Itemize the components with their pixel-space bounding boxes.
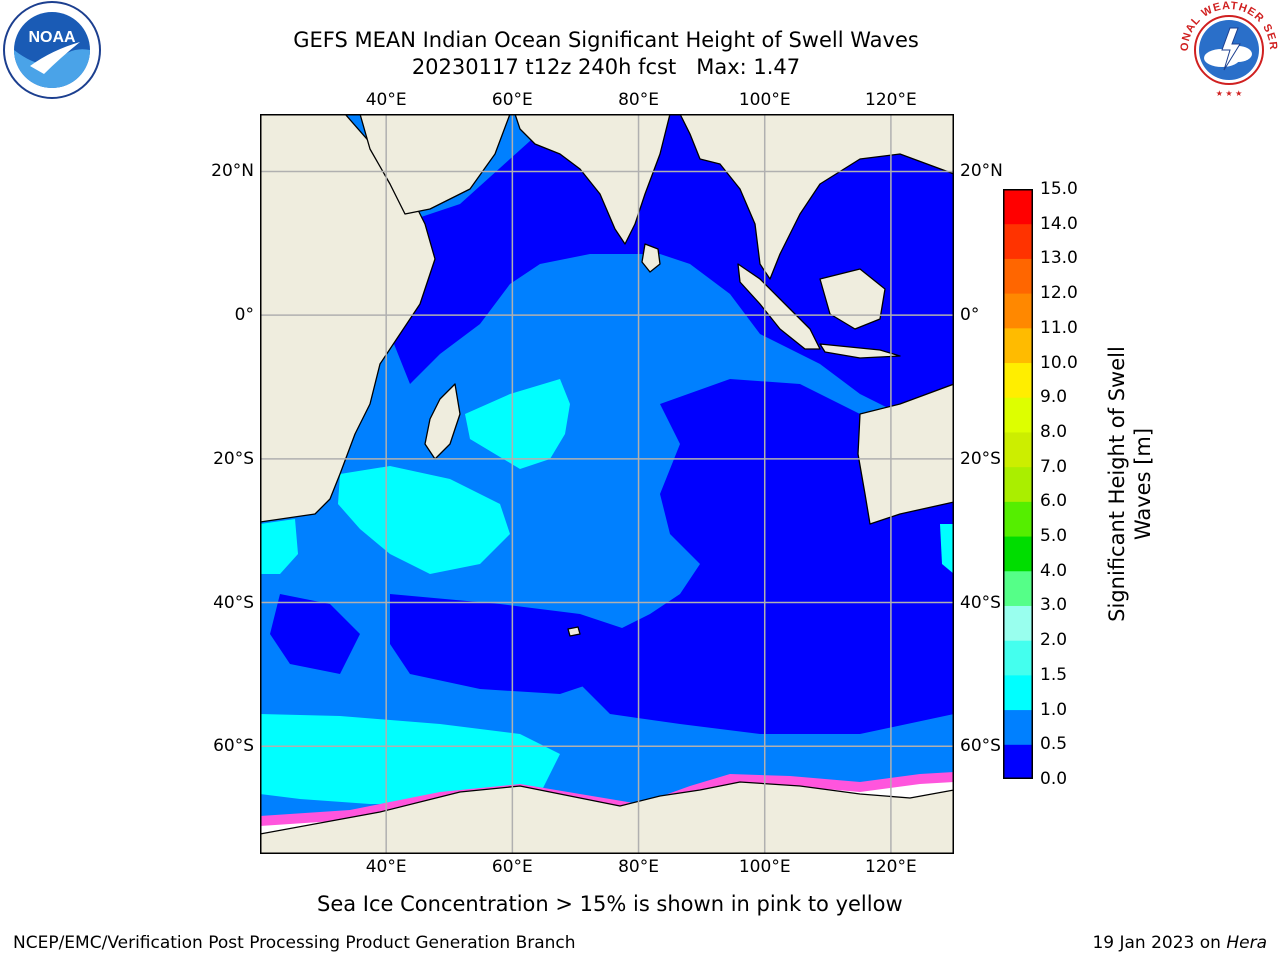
lat-left-tick-label: 40°S xyxy=(213,592,254,613)
colorbar-tick-label: 14.0 xyxy=(1040,213,1078,234)
colorbar-tick-label: 8.0 xyxy=(1040,421,1068,442)
lat-right-tick-label: 60°S xyxy=(960,736,1001,757)
colorbar-tick-label: 10.0 xyxy=(1040,352,1078,373)
footer-date-text: 19 Jan 2023 on xyxy=(1092,933,1227,953)
colorbar-tick-label: 0.0 xyxy=(1040,769,1068,789)
lon-bottom-tick-label: 60°E xyxy=(491,857,533,877)
colorbar-band xyxy=(1003,293,1033,329)
land-borneo xyxy=(819,268,886,330)
colorbar-band xyxy=(1003,397,1033,433)
colorbar-tick-label: 13.0 xyxy=(1040,248,1078,269)
colorbar-band xyxy=(1003,570,1033,606)
lat-right-tick-label: 20°S xyxy=(960,448,1001,469)
colorbar-tick-label: 12.0 xyxy=(1040,283,1078,304)
colorbar-band xyxy=(1003,605,1033,641)
lon-top-tick-label: 120°E xyxy=(865,90,917,110)
colorbar-band xyxy=(1003,431,1033,468)
colorbar-band xyxy=(1003,362,1033,398)
lat-left-tick-label: 20°N xyxy=(211,161,254,182)
lat-right-tick-label: 20°N xyxy=(960,161,1003,182)
footer-date: 19 Jan 2023 on Hera xyxy=(1092,933,1267,953)
svg-text:★ ★ ★: ★ ★ ★ xyxy=(1216,89,1243,98)
colorbar-label: Significant Height of Swell Waves [m] xyxy=(1105,346,1155,622)
lon-top-tick-label: 80°E xyxy=(618,90,659,110)
colorbar-tick-label: 4.0 xyxy=(1040,560,1068,581)
map-canvas xyxy=(260,114,954,854)
map-panel xyxy=(260,114,954,854)
colorbar-band xyxy=(1003,744,1033,779)
lon-top-tick-label: 40°E xyxy=(365,90,407,110)
gridlines xyxy=(260,114,954,854)
lon-bottom-tick-label: 120°E xyxy=(865,857,917,877)
colorbar-band xyxy=(1003,640,1033,676)
colorbar-band xyxy=(1003,258,1033,294)
nws-logo: NATIONAL WEATHER SERVICE ★ ★ ★ xyxy=(1178,0,1278,98)
footer-credit: NCEP/EMC/Verification Post Processing Pr… xyxy=(13,933,576,953)
colorbar-tick-label: 2.0 xyxy=(1040,630,1068,651)
land-australia xyxy=(857,383,954,525)
colorbar-tick-label: 3.0 xyxy=(1040,595,1068,616)
lat-right-tick-label: 40°S xyxy=(960,592,1001,613)
land-java xyxy=(819,343,901,359)
lon-bottom-tick-label: 100°E xyxy=(738,857,791,877)
colorbar-band xyxy=(1003,674,1033,711)
colorbar-band xyxy=(1003,223,1033,259)
colorbar-tick-label: 5.0 xyxy=(1040,526,1068,547)
lon-bottom-tick-label: 40°E xyxy=(365,857,407,877)
colorbar-band xyxy=(1003,327,1033,364)
map-border xyxy=(260,114,954,854)
colorbar-tick-label: 6.0 xyxy=(1040,491,1068,512)
chart-title: GEFS MEAN Indian Ocean Significant Heigh… xyxy=(293,28,919,52)
land-southeast-asia xyxy=(679,114,954,280)
lat-right-tick-label: 0° xyxy=(960,305,980,326)
colorbar-band xyxy=(1003,189,1033,225)
colorbar-tick-label: 1.5 xyxy=(1040,664,1068,685)
land-sumatra xyxy=(737,263,821,350)
colorbar-tick-label: 0.5 xyxy=(1040,734,1068,755)
colorbar-band xyxy=(1003,466,1033,502)
svg-text:NOAA: NOAA xyxy=(28,29,76,46)
sea-ice-caption: Sea Ice Concentration > 15% is shown in … xyxy=(317,892,903,916)
land-arabia xyxy=(359,114,511,215)
footer-machine: Hera xyxy=(1226,933,1267,953)
colorbar-tick-label: 1.0 xyxy=(1040,699,1068,720)
noaa-logo: NOAA xyxy=(3,1,101,99)
lon-top-tick-label: 100°E xyxy=(738,90,791,110)
land-masses xyxy=(260,114,954,854)
land-madagascar xyxy=(424,383,461,460)
land-sri-lanka xyxy=(641,243,661,273)
lat-left-tick-label: 60°S xyxy=(213,736,254,757)
colorbar xyxy=(1003,189,1033,779)
colorbar-tick-label: 7.0 xyxy=(1040,456,1068,477)
colorbar-tick-label: 9.0 xyxy=(1040,387,1068,408)
land-india xyxy=(514,114,671,245)
land-kerguelen xyxy=(567,626,581,637)
lon-top-tick-label: 60°E xyxy=(491,90,533,110)
colorbar-tick-label: 15.0 xyxy=(1040,179,1078,199)
swell-moderate-regions xyxy=(260,379,954,804)
colorbar-band xyxy=(1003,536,1033,572)
colorbar-band xyxy=(1003,501,1033,537)
chart-subtitle: 20230117 t12z 240h fcst Max: 1.47 xyxy=(411,55,801,79)
lat-left-tick-label: 0° xyxy=(234,305,254,326)
lon-bottom-tick-label: 80°E xyxy=(618,857,659,877)
land-antarctica xyxy=(260,781,954,854)
colorbar-band xyxy=(1003,709,1033,745)
lat-left-tick-label: 20°S xyxy=(213,448,254,469)
colorbar-tick-label: 11.0 xyxy=(1040,317,1078,338)
colorbar-frame xyxy=(1003,189,1033,779)
